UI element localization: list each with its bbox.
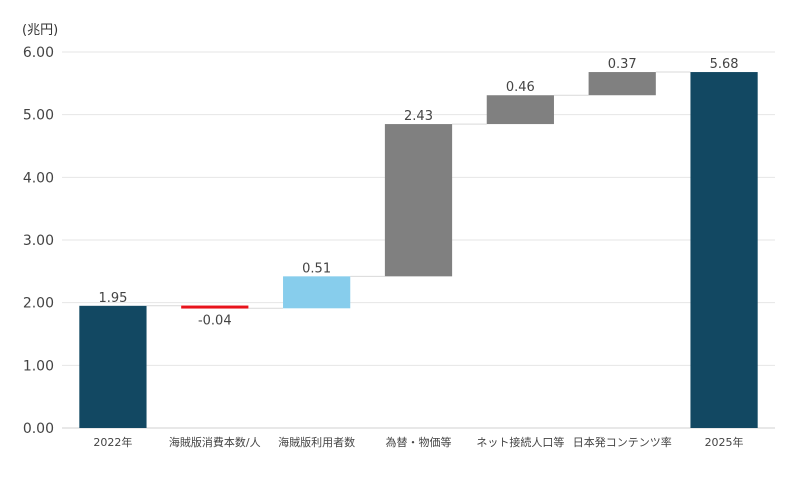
x-tick-label: ネット接続人口等: [476, 435, 564, 449]
connector-layer: [146, 71, 691, 309]
data-label: 0.37: [608, 57, 637, 72]
x-tick-label: 2025年: [705, 435, 744, 449]
y-tick-label: 0.00: [23, 421, 54, 437]
bar-layer: [79, 72, 758, 428]
bar: [283, 276, 351, 309]
y-axis: 0.00 1.00 2.00 3.00 4.00 5.00 6.00: [23, 45, 54, 437]
bar: [181, 305, 249, 309]
bar: [384, 124, 453, 277]
label-layer: 1.95 -0.04 0.51 2.43 0.46 0.37 5.68: [98, 57, 738, 328]
data-label: 0.46: [506, 80, 535, 95]
data-label: 0.51: [302, 261, 331, 276]
data-label: 1.95: [98, 291, 127, 306]
y-tick-label: 5.00: [23, 108, 54, 124]
x-tick-label: 海賊版消費本数/人: [169, 435, 261, 449]
bar: [588, 72, 656, 96]
x-axis: 2022年 海賊版消費本数/人 海賊版利用者数 為替・物価等 ネット接続人口等 日本発コン…: [93, 435, 743, 449]
y-tick-label: 2.00: [23, 296, 54, 312]
bar: [690, 72, 758, 428]
x-tick-label: 日本発コンテンツ率: [573, 435, 672, 449]
data-label: 2.43: [404, 109, 433, 124]
y-tick-label: 1.00: [23, 358, 54, 374]
data-label: -0.04: [198, 313, 232, 328]
data-label: 5.68: [710, 57, 739, 72]
bar: [79, 305, 147, 428]
x-tick-label: 海賊版利用者数: [278, 435, 355, 449]
unit-label: (兆円): [22, 23, 58, 38]
x-tick-label: 2022年: [93, 435, 132, 449]
y-tick-label: 4.00: [23, 170, 54, 186]
bar: [486, 95, 554, 125]
x-tick-label: 為替・物価等: [386, 435, 452, 449]
y-tick-label: 3.00: [23, 233, 54, 249]
y-tick-label: 6.00: [23, 45, 54, 61]
